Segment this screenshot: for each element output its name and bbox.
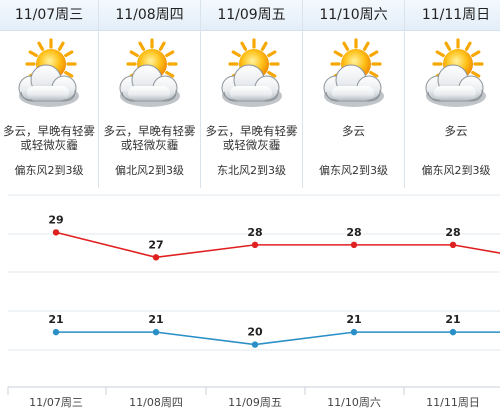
high-temperature-label: 28	[445, 226, 460, 239]
day-column[interactable]: 11/10周六 多云 偏东风2到3级	[303, 0, 405, 188]
condition-text: 多云，早晚有轻雾 或轻微灰霾	[99, 124, 200, 152]
condition-text: 多云	[303, 124, 404, 138]
low-temperature-label: 21	[346, 313, 361, 326]
high-temperature-point[interactable]	[449, 241, 457, 249]
partly-cloudy-sun-icon	[314, 36, 394, 116]
day-date: 11/11周日	[405, 0, 500, 31]
low-temperature-label: 21	[148, 313, 163, 326]
low-temperature-point[interactable]	[449, 328, 457, 336]
day-date: 11/07周三	[0, 0, 98, 31]
day-column[interactable]: 11/09周五 多云，早晚有轻雾 或轻微灰霾 东北风2到3级	[201, 0, 303, 188]
wind-text: 偏东风2到3级	[421, 164, 491, 177]
temperature-chart-svg: 11/07周三 11/08周四 11/09周五 11/10周六 11/11周日 29 27 2…	[7, 194, 500, 409]
partly-cloudy-sun-icon	[416, 36, 496, 116]
high-temperature-label: 27	[148, 238, 163, 251]
high-temperature-point[interactable]	[251, 241, 259, 249]
low-temperature-label: 20	[247, 326, 263, 339]
high-temperature-line	[55, 231, 500, 259]
low-temperature-point[interactable]	[251, 341, 259, 348]
condition-line-1: 多云，早晚有轻雾	[103, 124, 196, 138]
low-temperature-label: 21	[445, 313, 460, 326]
high-temperature-label: 29	[48, 213, 63, 226]
partly-cloudy-sun-icon	[212, 36, 292, 116]
condition-text: 多云	[405, 124, 500, 138]
low-temperature-point[interactable]	[350, 328, 358, 336]
high-temperature-point[interactable]	[350, 241, 358, 249]
day-date: 11/10周六	[303, 0, 404, 31]
day-column[interactable]: 11/11周日 多云 偏东风2到3级	[405, 0, 500, 188]
high-temperature-label: 28	[247, 226, 262, 239]
x-tick-label: 11/09周五	[228, 396, 282, 409]
condition-line-2: 或轻微灰霾	[222, 138, 281, 152]
x-tick-label: 11/07周三	[29, 396, 83, 409]
partly-cloudy-sun-icon	[9, 36, 89, 116]
forecast-strip: 11/07周三 多云，早晚有轻雾 或轻微灰霾 偏东风2到3级 11/08周四 多…	[0, 0, 500, 188]
low-temperature-line	[56, 331, 500, 346]
wind-text: 偏北风2到3级	[115, 164, 184, 177]
condition-line-2: 或轻微灰霾	[120, 138, 179, 152]
condition-text: 多云，早晚有轻雾 或轻微灰霾	[201, 124, 302, 152]
low-temperature-label: 21	[48, 313, 63, 326]
x-tick-label: 11/08周四	[129, 396, 183, 409]
condition-line-1: 多云	[444, 124, 468, 138]
wind-text: 偏东风2到3级	[14, 164, 84, 177]
condition-line-2: 或轻微灰霾	[20, 138, 78, 152]
x-tick-label: 11/10周六	[327, 396, 381, 409]
partly-cloudy-sun-icon	[110, 36, 190, 116]
low-temperature-point[interactable]	[152, 328, 160, 336]
temperature-chart: 11/07周三 11/08周四 11/09周五 11/10周六 11/11周日 29 27 2…	[0, 190, 500, 418]
low-temperature-point[interactable]	[52, 328, 60, 336]
high-temperature-point[interactable]	[152, 254, 160, 261]
x-tick-label: 11/11周日	[426, 396, 480, 409]
condition-line-1: 多云，早晚有轻雾	[205, 124, 298, 138]
wind-text: 东北风2到3级	[217, 164, 286, 177]
condition-line-1: 多云	[342, 124, 365, 138]
high-temperature-label: 28	[346, 226, 361, 239]
day-date: 11/09周五	[201, 0, 302, 31]
condition-text: 多云，早晚有轻雾 或轻微灰霾	[0, 124, 98, 152]
high-temperature-point[interactable]	[52, 229, 60, 236]
day-column[interactable]: 11/08周四 多云，早晚有轻雾 或轻微灰霾 偏北风2到3级	[99, 0, 201, 188]
day-column[interactable]: 11/07周三 多云，早晚有轻雾 或轻微灰霾 偏东风2到3级	[0, 0, 99, 188]
wind-text: 偏东风2到3级	[319, 164, 388, 177]
day-date: 11/08周四	[99, 0, 200, 31]
condition-line-1: 多云，早晚有轻雾	[3, 124, 95, 138]
